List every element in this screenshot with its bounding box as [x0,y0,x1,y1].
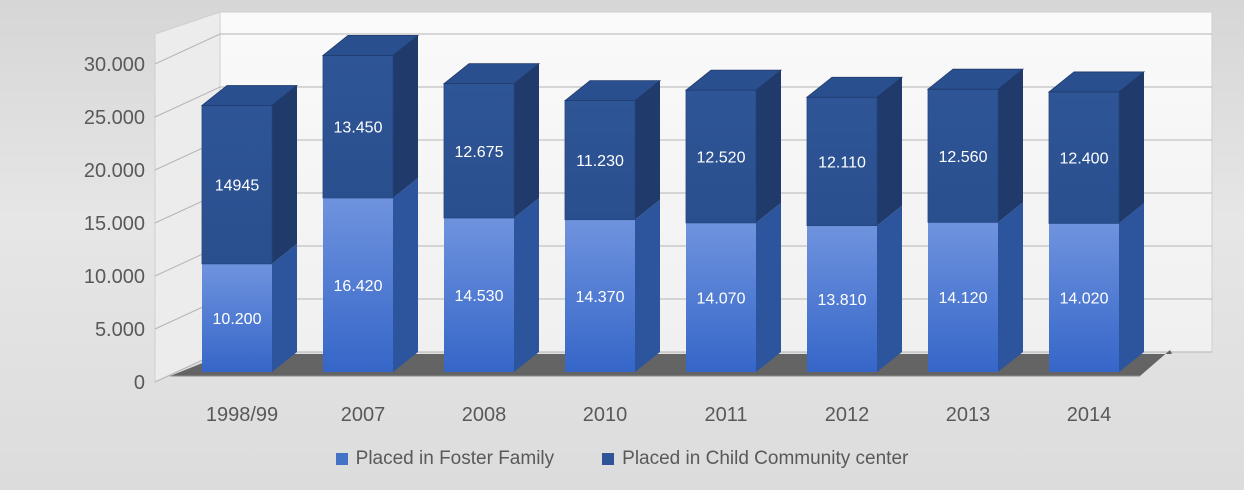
bar-side-community-center [514,63,539,218]
data-label-foster-family: 14.020 [1060,291,1109,308]
data-label-foster-family: 16.420 [334,278,383,295]
bar-top-face [926,68,1025,90]
bar-side-foster-family [272,243,297,372]
data-label-foster-family: 14.070 [697,290,746,307]
bar-foster-family [807,225,877,372]
y-tick-label: 25.000 [84,107,145,129]
data-label-foster-family: 14.370 [576,289,625,306]
y-tick-label: 20.000 [84,160,145,182]
legend-item-community-center: Placed in Child Community center [602,448,908,470]
bar-top-face [200,85,299,106]
bar-side-community-center [756,70,781,223]
bar-side-community-center [393,35,418,198]
bar-stack: 10.200 14945 [200,85,299,372]
data-label-foster-family: 14.530 [455,288,504,305]
bar-stack: 14.070 12.520 [684,69,783,372]
bar-side-foster-family [393,177,418,372]
bar-foster-family [202,263,272,372]
legend-item-foster-family: Placed in Foster Family [335,448,555,470]
bar-side-foster-family [756,202,781,372]
data-label-foster-family: 10.200 [213,311,262,328]
bar-stack: 13.810 12.110 [805,76,904,372]
bar-foster-family [565,219,635,372]
bar-community-center [927,88,999,223]
x-tick-label: 2007 [341,404,386,426]
gridline [154,33,1212,65]
bar-top-face [321,34,420,56]
bar-foster-family [323,197,393,372]
bar-top-face [563,80,662,102]
y-axis-tick-labels: 0 5.000 10.000 15.000 20.000 25.000 30.000 [84,54,145,394]
bar-top-face [442,63,541,85]
bar-community-center [322,54,394,199]
legend-swatch-foster-family [335,453,348,465]
bar-side-community-center [1119,71,1144,224]
bar-side-community-center [272,85,297,264]
x-tick-label: 1998/99 [206,404,278,426]
x-tick-label: 2011 [704,404,747,426]
bar-top-face [805,76,904,98]
x-tick-label: 2012 [825,404,870,426]
bar-community-center [806,96,878,227]
stacked-bar-chart: 0 5.000 10.000 15.000 20.000 25.000 30.000 10.… [84,11,1213,426]
data-label-community-center: 12.110 [818,154,866,171]
legend: Placed in Foster Family Placed in Child … [0,448,1244,470]
data-label-community-center: 12.400 [1060,151,1109,168]
x-tick-label: 2010 [583,404,628,426]
floor-shadow [170,350,1172,376]
x-axis-tick-labels: 1998/99 2007 2008 2010 2011 2012 2013 2014 [206,404,1111,426]
bar-side-community-center [635,80,660,220]
bar-foster-family [928,222,998,372]
legend-label-community-center: Placed in Child Community center [622,448,909,469]
bar-side-foster-family [514,197,539,372]
bar-stack: 14.370 11.230 [563,80,662,372]
data-label-community-center: 14945 [215,178,260,195]
bar-side-foster-family [998,202,1023,372]
bar-community-center [201,105,273,265]
y-tick-label: 0 [134,372,145,394]
data-label-foster-family: 13.810 [818,292,867,309]
bar-stack: 16.420 13.450 [321,34,420,372]
bars: 10.200 14945 16.420 13.450 14.530 12.675 14.37… [200,34,1146,372]
legend-label-foster-family: Placed in Foster Family [355,448,555,469]
x-tick-label: 2014 [1067,404,1112,426]
y-tick-label: 15.000 [84,213,145,235]
bar-foster-family [444,217,514,372]
bar-side-foster-family [1119,203,1144,372]
bar-community-center [564,100,636,221]
data-label-community-center: 11.230 [576,153,624,170]
bar-foster-family [686,222,756,372]
bar-stack: 14.530 12.675 [442,63,541,372]
bar-top-face [1047,71,1146,93]
bar-community-center [443,83,515,219]
data-label-community-center: 12.560 [939,149,988,166]
data-label-community-center: 13.450 [334,120,383,137]
bar-side-community-center [877,77,902,226]
bar-community-center [685,89,757,224]
y-tick-label: 30.000 [84,54,145,76]
y-tick-label: 5.000 [95,319,145,341]
bar-side-community-center [998,69,1023,223]
legend-swatch-community-center [602,453,615,465]
bar-side-foster-family [877,205,902,372]
x-tick-label: 2008 [462,404,507,426]
y-tick-label: 10.000 [84,266,145,288]
data-label-foster-family: 14.120 [939,290,988,307]
bar-foster-family [1049,223,1119,372]
bar-side-foster-family [635,199,660,372]
x-tick-label: 2013 [946,404,991,426]
chart-floor [170,350,1172,377]
bar-stack: 14.120 12.560 [926,68,1025,372]
bar-stack: 14.020 12.400 [1047,71,1146,372]
bar-community-center [1048,91,1120,224]
data-label-community-center: 12.520 [697,150,746,167]
bar-top-face [684,69,783,91]
data-label-community-center: 12.675 [455,144,504,161]
